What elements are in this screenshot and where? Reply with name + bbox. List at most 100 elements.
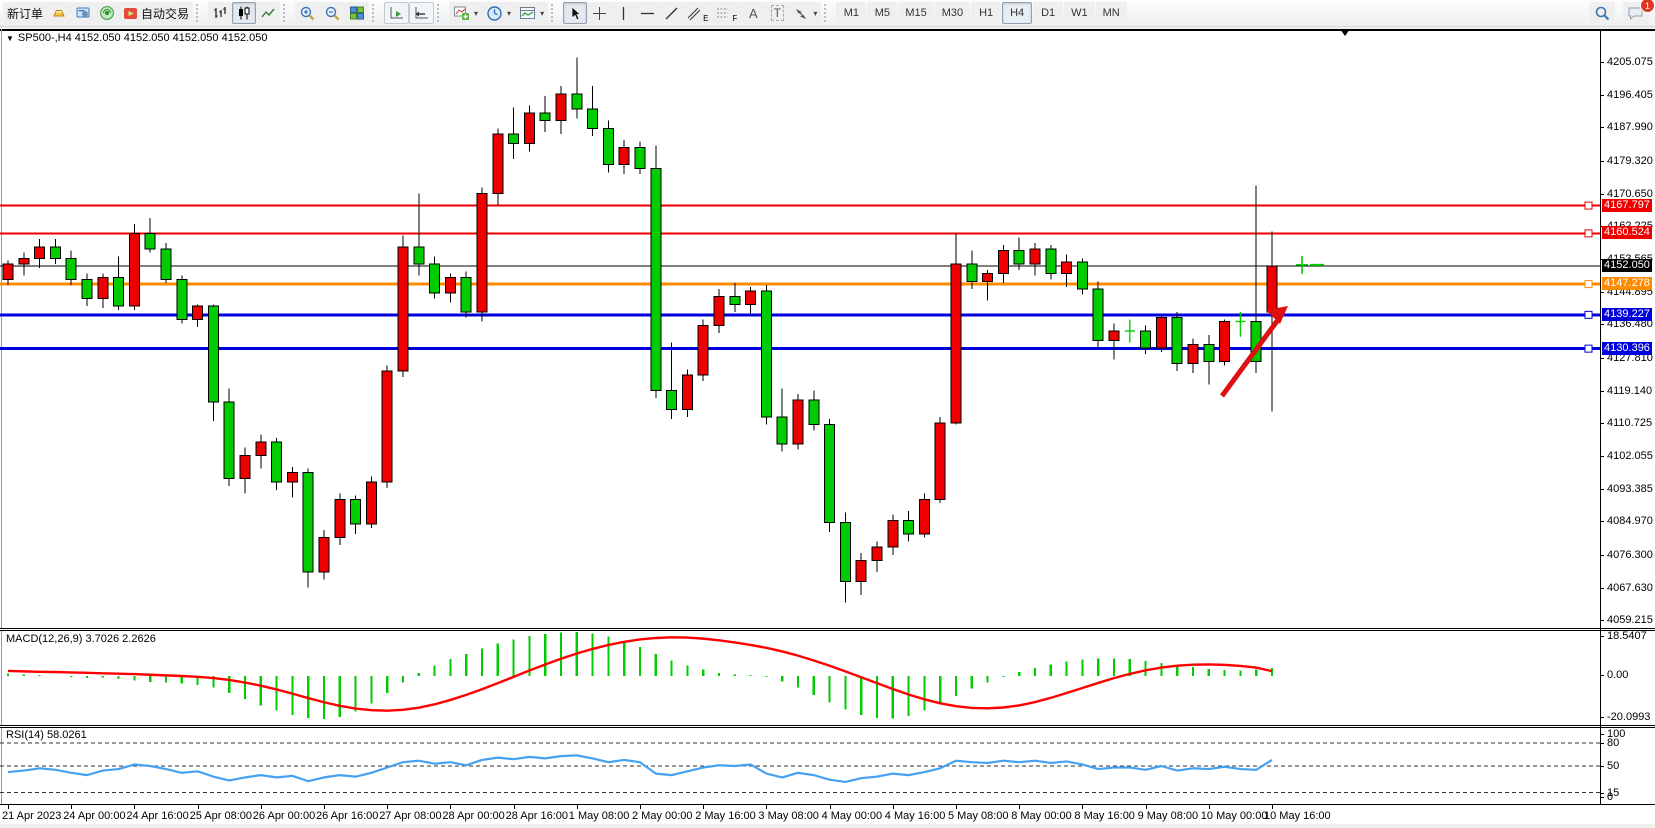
time-tick (513, 805, 515, 809)
tick-dash (1600, 390, 1604, 392)
chevron-down-icon: ▾ (474, 8, 479, 18)
chart-shift-button[interactable] (409, 2, 435, 24)
crosshair-tool-button[interactable] (587, 2, 612, 24)
tile-windows-button[interactable] (345, 2, 370, 24)
time-tick (1019, 805, 1021, 809)
signals-button[interactable] (95, 2, 120, 24)
gold-ingot-icon[interactable] (47, 2, 72, 24)
channel-tool-button[interactable]: E (683, 2, 713, 24)
candle-body (918, 498, 930, 535)
tick-dash (1600, 675, 1604, 676)
candle-body (460, 276, 472, 313)
timeframe-button-MN[interactable]: MN (1095, 2, 1127, 24)
candle-body (697, 324, 709, 376)
vertical-line-tool-button[interactable] (611, 2, 636, 24)
chart-shift-marker-icon (1340, 29, 1350, 36)
tick-dash (1600, 127, 1604, 129)
toolbar-grip (196, 4, 204, 22)
candle-body (239, 454, 251, 479)
timeframe-button-W1[interactable]: W1 (1064, 2, 1095, 24)
timeframe-button-M15[interactable]: M15 (898, 2, 934, 24)
candle-body (602, 127, 614, 166)
rsi-axis: 100 80 50 15 0 (1600, 0, 1655, 828)
candle-body (1266, 265, 1278, 313)
timeframe-button-D1[interactable]: D1 (1033, 2, 1064, 24)
notifications-button[interactable]: 1 (1623, 0, 1655, 24)
tick-dash (1600, 489, 1604, 491)
horizontal-line-tool-button[interactable] (635, 2, 660, 24)
timeframe-button-H4[interactable]: H4 (1002, 2, 1033, 24)
candle-body (1171, 317, 1183, 365)
indicators-icon (454, 6, 470, 20)
candle-body (982, 273, 994, 282)
new-order-button[interactable]: 新订单 (3, 2, 48, 24)
candle-body (207, 305, 219, 403)
chevron-down-icon: ▾ (540, 8, 545, 18)
indicators-button[interactable]: ▾ (449, 2, 483, 24)
accounts-button[interactable] (71, 2, 96, 24)
line-chart-button[interactable] (256, 2, 281, 24)
zoom-out-button[interactable] (320, 2, 346, 24)
tick-dash (1600, 521, 1604, 523)
timeframe-toolbar: M1 M5 M15 M30 H1 H4 D1 W1 MN (836, 2, 1127, 24)
auto-scroll-button[interactable] (384, 2, 410, 24)
text-tool-button[interactable]: A (741, 2, 766, 24)
candle-body (555, 93, 567, 122)
tick-dash (1600, 225, 1604, 227)
bar-chart-button[interactable] (208, 2, 233, 24)
symbol-dropdown-icon[interactable]: ▼ (6, 34, 14, 43)
toolbar-grip (824, 4, 832, 22)
candle-body (824, 424, 836, 523)
candle-body (429, 263, 441, 294)
timeframe-button-M1[interactable]: M1 (836, 2, 867, 24)
timeframe-button-M5[interactable]: M5 (867, 2, 898, 24)
time-tick (956, 805, 957, 809)
macd-indicator-label: MACD(12,26,9) 3.7026 2.2626 (6, 633, 156, 645)
trendline-tool-button[interactable] (659, 2, 684, 24)
time-label: 1 May 08:00 (568, 810, 630, 822)
candlestick-chart-icon (239, 6, 250, 20)
fibonacci-label: F (732, 14, 738, 23)
candle-body (571, 93, 583, 110)
templates-button[interactable]: ▾ (515, 2, 549, 24)
price-line-label: 4139.227 (1602, 307, 1652, 321)
tick-dash (1600, 766, 1604, 767)
candlestick-chart-button[interactable] (232, 2, 257, 24)
search-button[interactable] (1590, 2, 1615, 24)
candle-body (966, 263, 978, 282)
trendline-icon (665, 7, 678, 19)
time-tick (1208, 805, 1210, 809)
candle-body (523, 112, 535, 145)
candle-body (508, 133, 520, 145)
fibonacci-tool-button[interactable]: F (712, 2, 742, 24)
time-label: 28 Apr 00:00 (442, 810, 505, 822)
timeframe-button-M30[interactable]: M30 (934, 2, 971, 24)
cursor-tool-button[interactable] (563, 2, 588, 24)
tick-dash (1600, 422, 1604, 424)
candle-body (128, 232, 140, 307)
macd-panel-separator[interactable] (0, 628, 1655, 631)
time-label: 25 Apr 08:00 (189, 810, 252, 822)
rsi-panel-canvas[interactable] (0, 728, 1600, 804)
macd-panel-canvas[interactable] (0, 631, 1600, 725)
text-label-tool-button[interactable]: T (765, 2, 790, 24)
channel-label: E (703, 14, 709, 23)
tile-windows-icon (350, 6, 365, 20)
price-chart-canvas[interactable] (0, 29, 1600, 628)
arrows-tool-button[interactable]: ▾ (789, 2, 822, 24)
price-line-label: 4167.797 (1602, 198, 1652, 212)
tick-dash (1600, 95, 1604, 97)
autotrading-button[interactable]: 自动交易 (119, 2, 194, 24)
time-tick (324, 805, 325, 809)
timeframe-button-H1[interactable]: H1 (971, 2, 1002, 24)
zoom-in-button[interactable] (295, 2, 321, 24)
candle-body (1140, 330, 1152, 349)
periods-button[interactable]: ▾ (482, 2, 516, 24)
candle-body (1013, 250, 1025, 265)
candle-body (713, 296, 725, 326)
rsi-panel-separator[interactable] (0, 725, 1655, 728)
line-handle (1584, 229, 1593, 238)
time-tick (766, 805, 768, 809)
time-label: 9 May 08:00 (1137, 810, 1199, 822)
tick-dash (1600, 292, 1604, 294)
